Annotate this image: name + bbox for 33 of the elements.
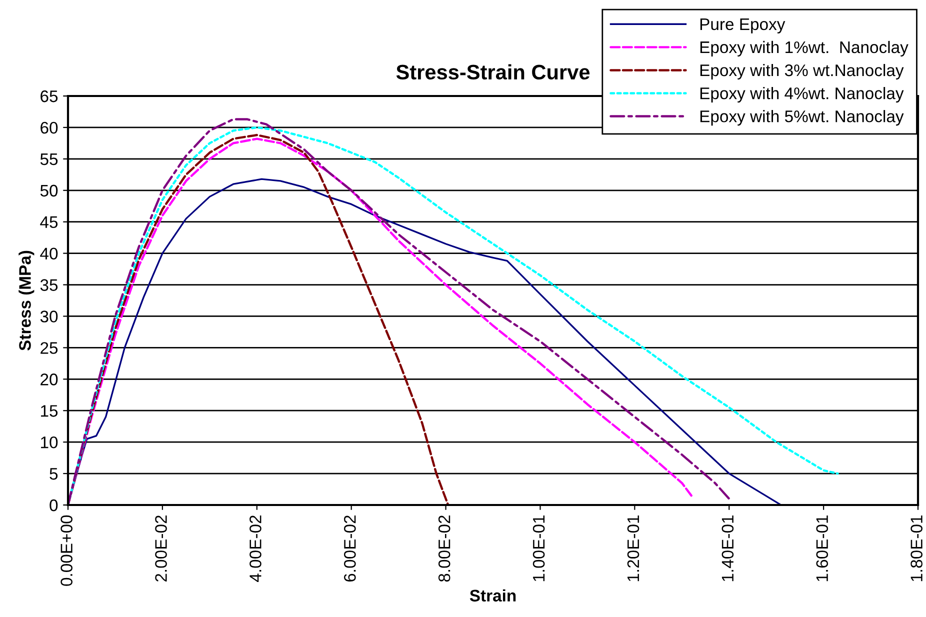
y-tick-label: 30 [40, 310, 58, 322]
x-tick-label: 1.80E-01 [910, 516, 922, 582]
x-tick-label: 2.00E-02 [155, 516, 167, 582]
x-tick-label: 4.00E-02 [250, 516, 262, 582]
legend-label: Epoxy with 5%wt. Nanoclay [700, 110, 904, 126]
y-tick-label: 40 [40, 248, 58, 260]
x-tick-label: 1.60E-01 [816, 516, 828, 582]
legend-label: Epoxy with 1%wt. Nanoclay [700, 40, 908, 56]
legend-label: Epoxy with 4%wt. Nanoclay [700, 87, 904, 103]
y-tick-label: 45 [40, 216, 58, 228]
legend-label: Pure Epoxy [700, 18, 786, 34]
chart-title: Stress-Strain Curve [396, 64, 590, 80]
y-tick-label: 5 [50, 468, 58, 480]
y-tick-label: 10 [41, 436, 58, 448]
y-tick-label: 50 [40, 184, 58, 197]
y-tick-label: 15 [41, 405, 58, 417]
x-tick-label: 1.00E-01 [532, 516, 545, 582]
x-tick-label: 8.00E-02 [438, 516, 450, 582]
x-axis-title: Strain [470, 589, 516, 602]
y-tick-label: 20 [40, 374, 58, 386]
y-tick-label: 60 [40, 122, 58, 134]
x-tick-label: 1.40E-01 [722, 516, 734, 582]
legend-label: Epoxy with 3% wt.Nanoclay [700, 64, 904, 80]
y-tick-label: 65 [40, 90, 58, 102]
y-tick-label: 35 [40, 279, 58, 291]
x-tick-label: 6.00E-02 [344, 516, 356, 582]
y-tick-label: 25 [40, 342, 58, 354]
y-tick-label: 55 [40, 153, 58, 166]
x-tick-label: 0.00E+00 [60, 515, 72, 586]
y-axis-title: Stress (MPa) [18, 250, 34, 350]
x-tick-label: 1.20E-01 [627, 516, 640, 582]
y-tick-label: 0 [50, 499, 58, 512]
line-series [68, 134, 450, 505]
